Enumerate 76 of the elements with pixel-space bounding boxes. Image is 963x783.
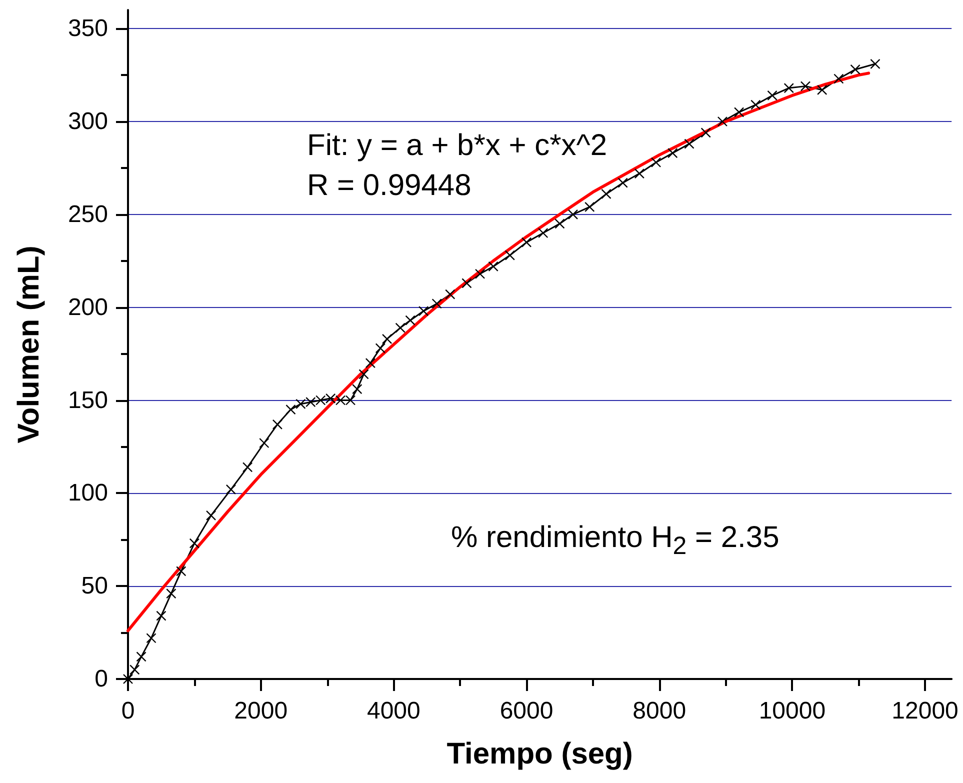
point (226, 484, 236, 495)
point (316, 395, 326, 406)
point (634, 168, 645, 179)
point (668, 148, 678, 158)
point (554, 218, 565, 229)
point (650, 157, 662, 168)
point (146, 633, 156, 644)
x-axis-title: Tiempo (seg) (446, 738, 633, 770)
point (700, 128, 711, 138)
point (538, 228, 548, 238)
point (521, 237, 532, 248)
point (130, 664, 140, 675)
point (352, 384, 362, 394)
point (206, 510, 216, 521)
point (405, 315, 416, 326)
x-tick-label: 10000 (758, 698, 826, 724)
point (618, 178, 628, 188)
point (306, 397, 316, 408)
point (767, 90, 778, 101)
point (166, 588, 176, 599)
annotation: R = 0.99448 (307, 169, 472, 202)
point (122, 674, 134, 684)
point (445, 289, 456, 300)
point (601, 188, 612, 200)
y-axis-title: Volumen (mL) (12, 246, 46, 444)
point (568, 209, 578, 220)
point (136, 652, 146, 662)
point (850, 64, 860, 75)
point (375, 343, 386, 354)
point (584, 202, 595, 212)
y-tick-label: 300 (68, 108, 108, 135)
point (189, 538, 200, 548)
point (734, 107, 744, 118)
point (784, 82, 794, 94)
point (418, 306, 429, 316)
point (432, 298, 442, 309)
x-tick-label: 4000 (366, 698, 420, 724)
point (462, 278, 472, 288)
x-tick-label: 6000 (500, 698, 554, 724)
point (325, 393, 336, 404)
point (395, 322, 406, 333)
y-tick-label: 100 (68, 480, 108, 507)
point (474, 268, 486, 279)
point (750, 100, 761, 110)
point (870, 58, 880, 69)
point (345, 395, 356, 406)
x-tick-label: 0 (121, 698, 135, 724)
point (272, 419, 283, 430)
point (358, 369, 369, 380)
y-tick-label: 0 (94, 666, 108, 692)
y-tick-label: 150 (68, 386, 108, 414)
point (335, 395, 346, 406)
point (382, 334, 392, 344)
point (365, 358, 376, 368)
point (816, 84, 828, 96)
x-tick-label: 8000 (632, 698, 686, 724)
y-tick-label: 250 (68, 200, 108, 228)
y-tick-label: 200 (68, 294, 108, 321)
x-tick-label: 12000 (892, 698, 958, 724)
point (800, 81, 811, 92)
annotation: Fit: y = a + b*x + c*x^2 (307, 129, 608, 162)
annotation: % rendimiento H$_{2}$ = 2.35 (451, 521, 780, 561)
point (259, 438, 270, 448)
x-tick-label: 2000 (234, 698, 288, 724)
point (156, 610, 166, 621)
point (286, 404, 296, 415)
point (296, 398, 306, 410)
y-tick-label: 50 (81, 572, 108, 600)
point (717, 116, 728, 127)
point (176, 566, 186, 576)
point (488, 261, 498, 272)
point (684, 138, 694, 149)
point (242, 462, 253, 472)
point (834, 74, 844, 84)
point (504, 250, 516, 260)
y-tick-label: 350 (68, 15, 108, 42)
